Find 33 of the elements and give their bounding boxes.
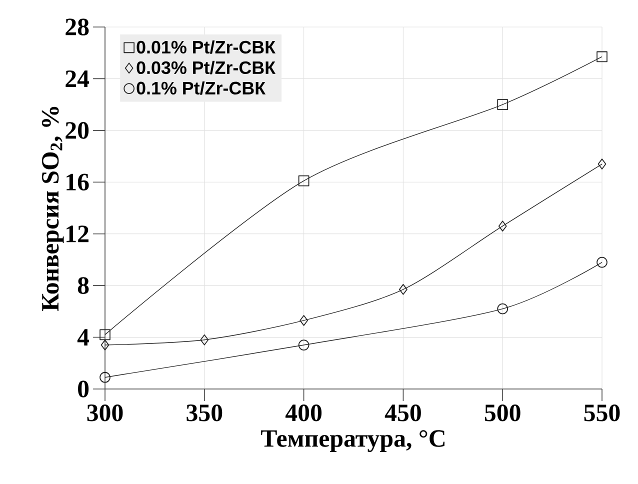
point xyxy=(596,51,608,62)
legend-label: 0.03% Pt/Zr-СВК xyxy=(136,60,276,74)
point xyxy=(200,334,209,346)
point xyxy=(298,175,310,186)
point xyxy=(100,340,110,350)
y-axis-title: Конверсия SO$_{2}$, % xyxy=(42,106,64,312)
point xyxy=(298,340,310,350)
point xyxy=(300,315,308,326)
point xyxy=(598,158,606,170)
y-tick-label: 20 xyxy=(66,122,89,139)
x-tick-label: 300 xyxy=(87,404,123,422)
x-axis-title: Температура, °C xyxy=(260,430,444,452)
point xyxy=(399,284,408,295)
x-tick-label: 450 xyxy=(384,404,421,422)
x-tick-label: 400 xyxy=(285,404,322,422)
point xyxy=(498,220,507,232)
y-tick-label: 28 xyxy=(66,18,89,36)
point xyxy=(100,329,110,340)
y-tick-label: 24 xyxy=(66,70,90,87)
y-tick-label: 12 xyxy=(66,226,88,242)
point xyxy=(100,372,110,383)
x-tick-label: 550 xyxy=(584,404,620,422)
x-tick-label: 350 xyxy=(186,404,222,422)
legend-label: 0.01% Pt/Zr-СВК xyxy=(136,40,276,54)
y-tick-label: 0 xyxy=(78,380,89,398)
legend-label: 0.1% Pt/Zr-СВК xyxy=(136,81,266,95)
point xyxy=(497,99,508,110)
y-tick-label: 16 xyxy=(66,174,89,191)
y-tick-label: 8 xyxy=(78,277,89,294)
x-tick-label: 500 xyxy=(484,404,520,422)
y-tick-label: 4 xyxy=(77,329,90,346)
point xyxy=(596,256,608,268)
point xyxy=(497,303,508,314)
